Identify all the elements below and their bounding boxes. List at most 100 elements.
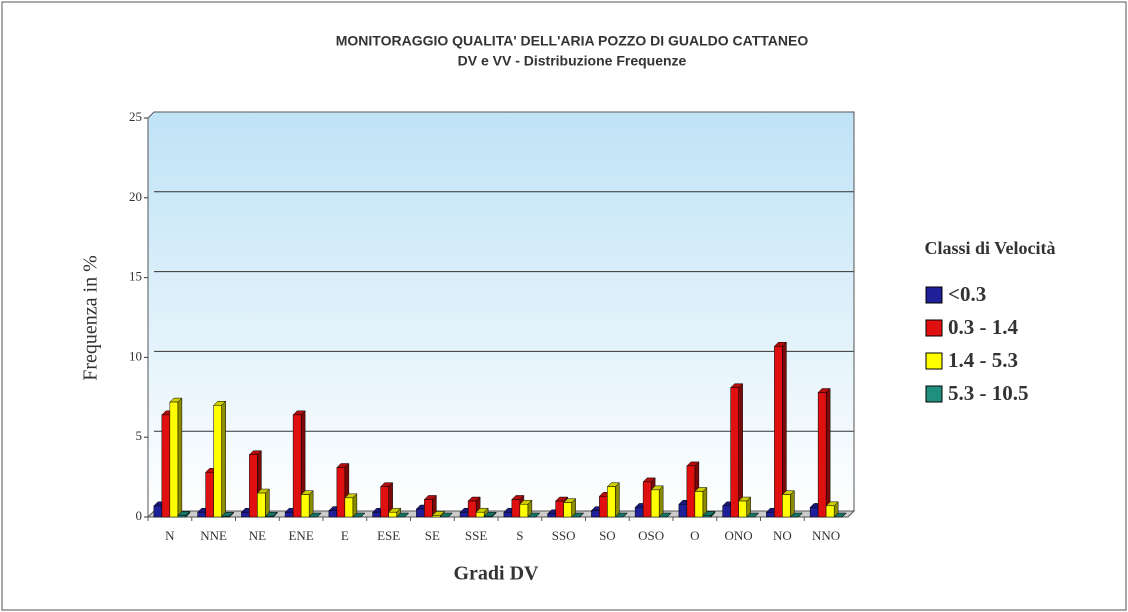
x-tick-label: SO xyxy=(599,528,616,543)
y-tick-label: 20 xyxy=(129,189,142,204)
bar-side xyxy=(221,400,226,518)
bar-side xyxy=(738,383,743,518)
bar-top xyxy=(833,512,847,518)
bar-top xyxy=(308,512,322,518)
x-tick-label: NNO xyxy=(812,528,840,543)
bar xyxy=(380,486,389,518)
bar xyxy=(774,345,783,518)
x-tick-label: OSO xyxy=(638,528,664,543)
bar-top xyxy=(527,512,541,518)
bar xyxy=(169,401,179,518)
bar xyxy=(459,511,469,518)
bar xyxy=(416,508,425,518)
x-tick-label: NNE xyxy=(200,528,227,543)
bar xyxy=(738,500,747,518)
bar xyxy=(519,503,529,518)
bar xyxy=(591,510,600,518)
x-tick-label: ONO xyxy=(725,528,753,543)
bar xyxy=(722,505,731,518)
bar xyxy=(177,515,187,518)
x-tick-label: N xyxy=(165,528,175,543)
bar-side xyxy=(658,485,664,518)
bar xyxy=(197,511,206,518)
bar xyxy=(563,502,572,518)
bar xyxy=(694,491,704,518)
chart-subtitle: DV e VV - Distribuzione Frequenze xyxy=(458,53,687,69)
bar xyxy=(511,499,521,518)
bar xyxy=(284,511,294,518)
chart-title: MONITORAGGIO QUALITA' DELL'ARIA POZZO DI… xyxy=(336,33,809,49)
bar xyxy=(766,511,775,518)
bar xyxy=(607,486,616,518)
bar-side xyxy=(615,482,620,518)
y-tick-label: 15 xyxy=(129,269,142,284)
bar xyxy=(825,505,835,518)
bar xyxy=(205,472,214,518)
x-tick-label: E xyxy=(341,528,349,543)
y-tick-label: 5 xyxy=(136,428,143,443)
y-axis-title: Frequenza in % xyxy=(80,255,102,381)
x-tick-label: SSE xyxy=(465,528,487,543)
plot-back xyxy=(148,112,854,517)
x-tick-label: O xyxy=(690,528,699,543)
x-tick-label: S xyxy=(516,528,523,543)
bar xyxy=(336,467,346,518)
bar xyxy=(475,511,485,518)
bar-top xyxy=(352,512,366,518)
bar xyxy=(265,515,274,518)
bar xyxy=(730,387,739,518)
legend-swatch xyxy=(925,352,943,370)
bar xyxy=(432,515,441,518)
bar xyxy=(292,414,302,518)
bar xyxy=(257,492,266,518)
legend-label: 1.4 - 5.3 xyxy=(948,348,1018,372)
bar xyxy=(467,500,477,518)
bar xyxy=(328,510,338,518)
bar xyxy=(817,392,827,518)
bar-side xyxy=(825,387,831,518)
x-tick-label: NE xyxy=(249,528,266,543)
bar xyxy=(702,515,712,518)
bar-top xyxy=(789,512,803,518)
plot-border xyxy=(147,111,855,511)
bar xyxy=(213,405,222,518)
bar xyxy=(344,497,354,518)
bar xyxy=(388,511,397,518)
bar-top xyxy=(658,512,672,518)
bar xyxy=(249,454,258,518)
legend-label: 0.3 - 1.4 xyxy=(948,315,1018,339)
bar-top xyxy=(614,512,628,518)
y-tick-label: 25 xyxy=(129,109,142,124)
bar xyxy=(555,500,564,518)
x-tick-label: ESE xyxy=(377,528,400,543)
bar xyxy=(300,494,310,518)
bar xyxy=(678,503,688,518)
bar-top xyxy=(439,512,453,518)
bar xyxy=(153,505,163,518)
y-tick-label: 0 xyxy=(136,508,143,523)
bar-top xyxy=(571,512,585,518)
bar xyxy=(221,515,230,518)
bar xyxy=(809,507,819,518)
bar xyxy=(372,511,381,518)
bar xyxy=(686,465,696,518)
bar-top xyxy=(746,512,760,518)
x-tick-label: ENE xyxy=(288,528,313,543)
bar xyxy=(642,481,652,518)
bar xyxy=(424,499,433,518)
x-tick-label: NO xyxy=(773,528,792,543)
bar xyxy=(634,507,644,518)
bar xyxy=(503,511,513,518)
bar-side xyxy=(782,341,787,518)
legend-title: Classi di Velocità xyxy=(924,238,1055,258)
bar xyxy=(547,513,556,518)
bar xyxy=(650,489,660,518)
x-tick-label: SE xyxy=(425,528,440,543)
x-axis-title: Gradi DV xyxy=(454,563,540,585)
bar xyxy=(782,494,791,518)
legend-label: 5.3 - 10.5 xyxy=(948,381,1029,405)
legend-swatch xyxy=(925,385,943,403)
legend-label: <0.3 xyxy=(948,282,986,306)
y-tick-label: 10 xyxy=(129,348,142,363)
